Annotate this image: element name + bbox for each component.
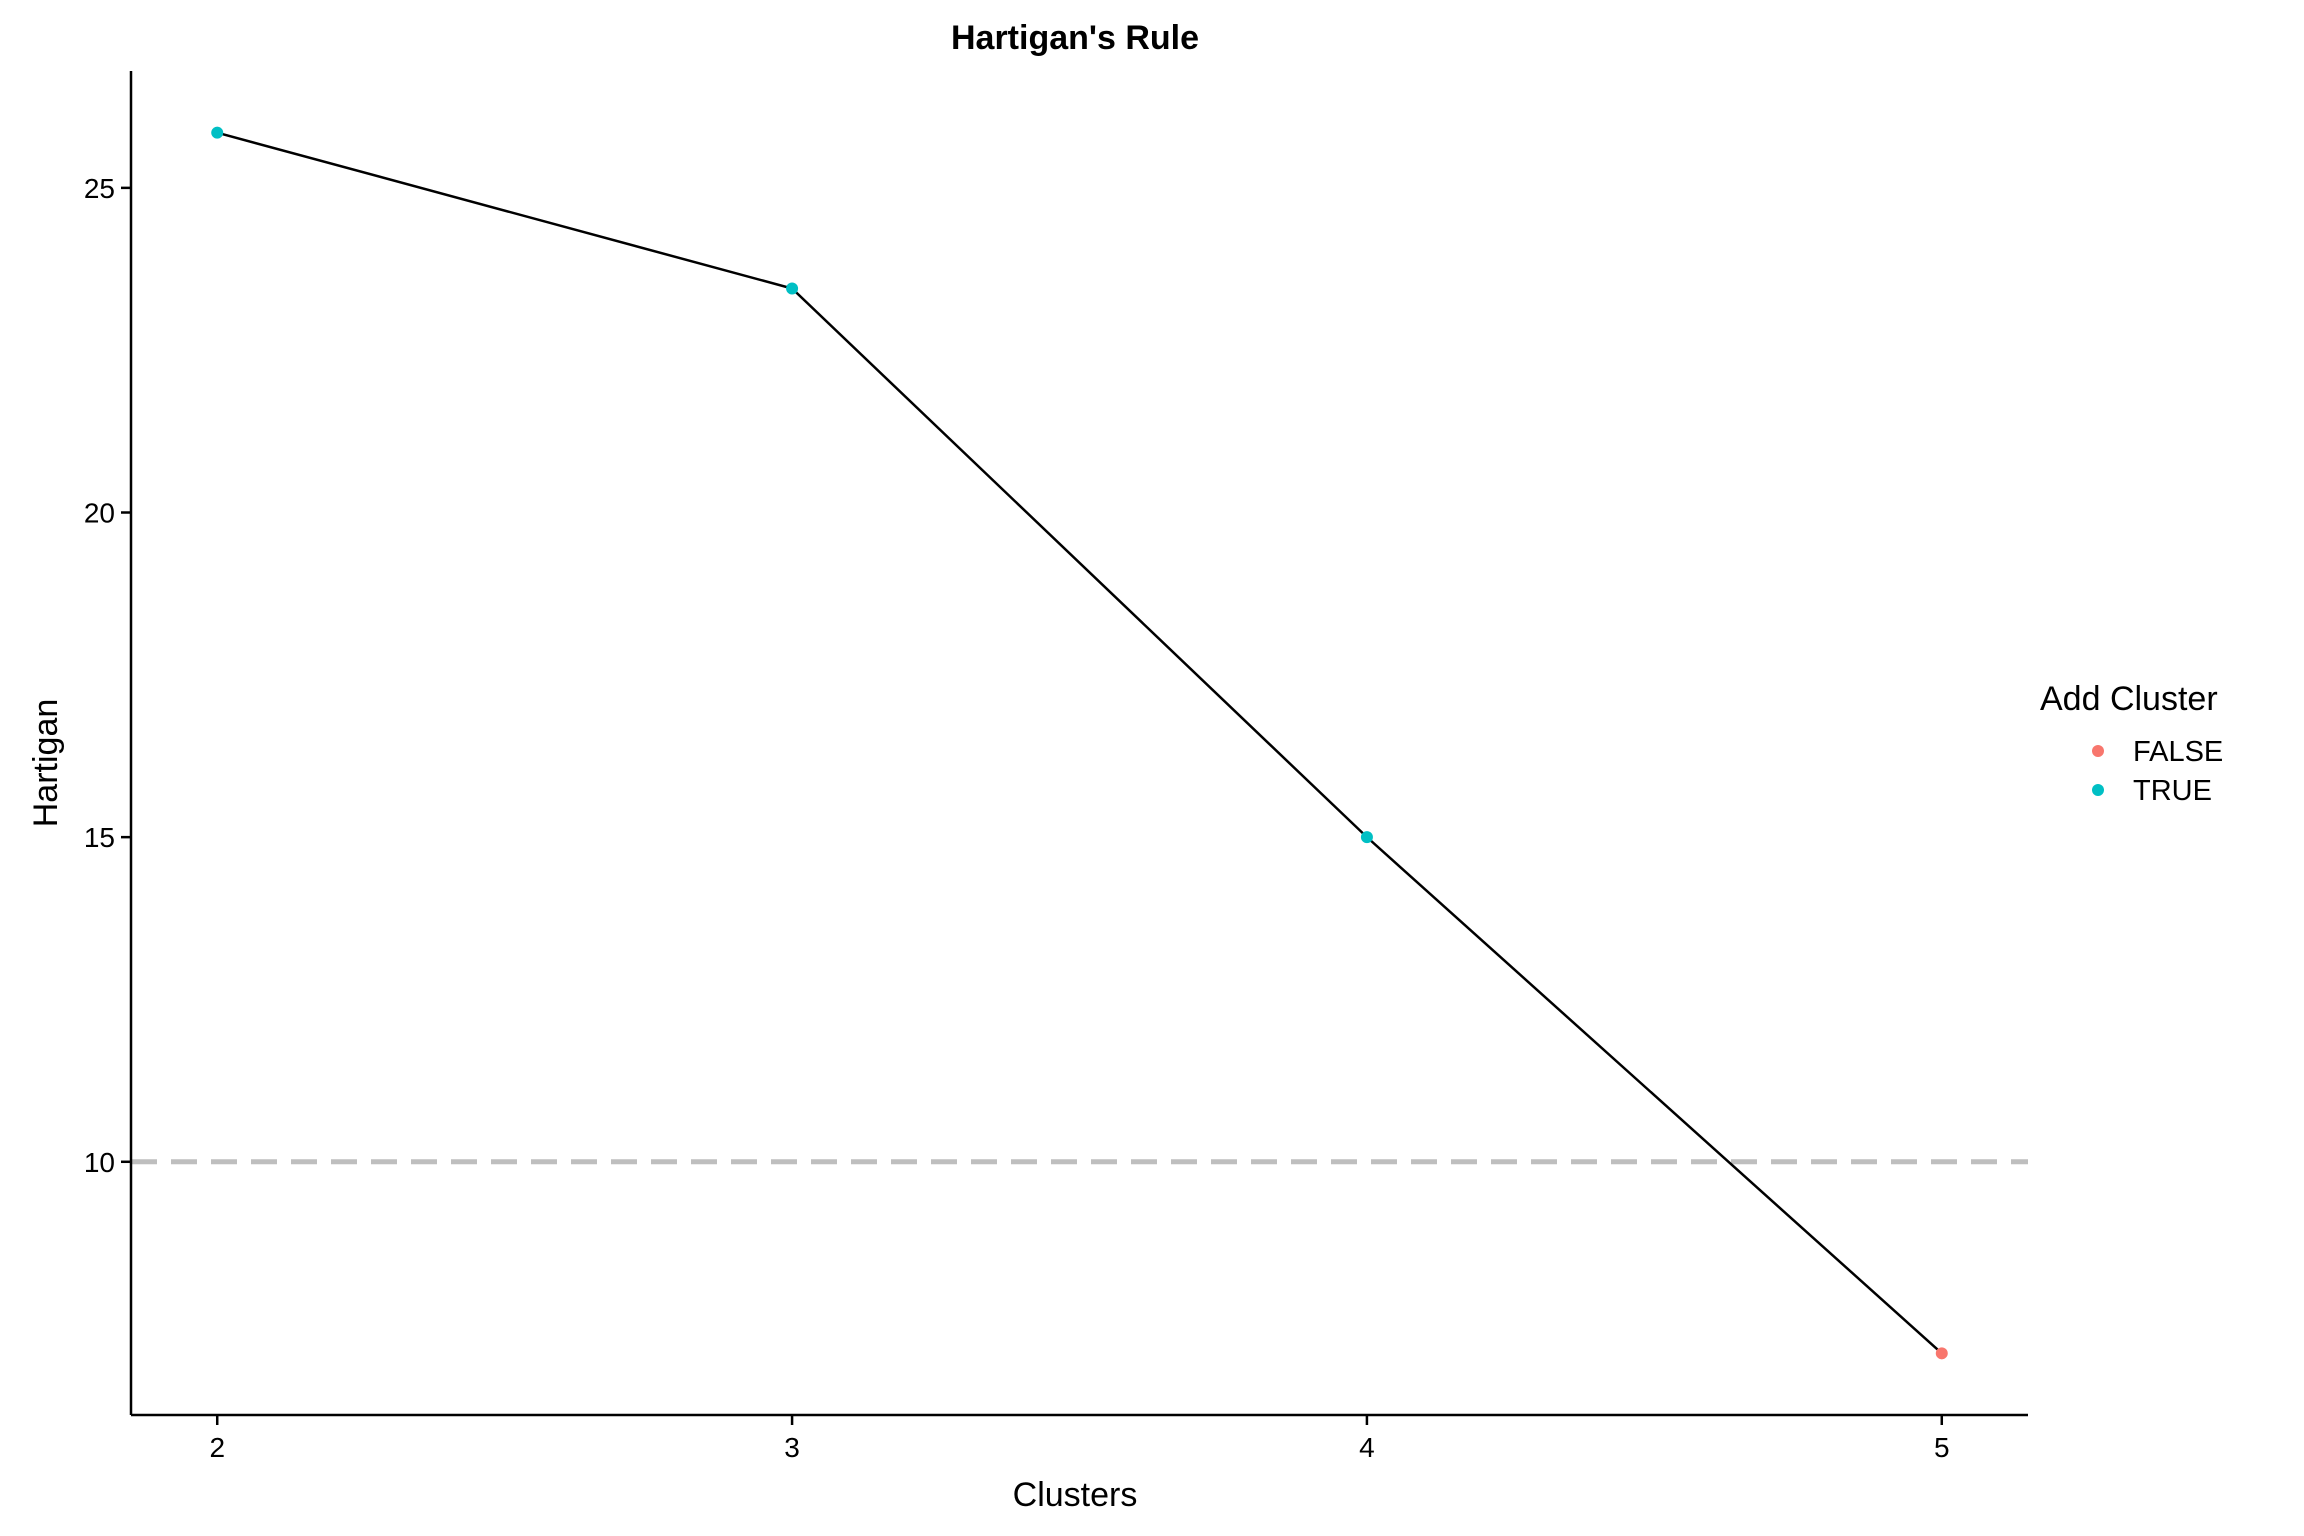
x-tick-label: 5 xyxy=(1934,1432,1950,1463)
plot-area xyxy=(131,126,2028,1360)
y-tick-label: 20 xyxy=(84,498,115,529)
x-axis-ticks: 2 3 4 5 xyxy=(209,1415,1950,1463)
x-tick-label: 3 xyxy=(784,1432,800,1463)
data-point xyxy=(211,126,224,139)
y-tick-label: 25 xyxy=(84,173,115,204)
series-line xyxy=(216,131,1943,1355)
y-axis-title: Hartigan xyxy=(27,699,65,828)
legend-key xyxy=(2092,784,2104,796)
y-tick-label: 10 xyxy=(84,1147,115,1178)
legend-label: TRUE xyxy=(2133,775,2212,807)
data-point xyxy=(786,282,799,295)
legend-title: Add Cluster xyxy=(2040,680,2218,718)
chart-title: Hartigan's Rule xyxy=(951,19,1199,57)
x-axis-title: Clusters xyxy=(1013,1476,1138,1514)
data-point xyxy=(1935,1347,1948,1360)
y-tick-label: 15 xyxy=(84,822,115,853)
legend-key xyxy=(2092,745,2104,757)
legend-label: FALSE xyxy=(2133,736,2223,768)
x-tick-label: 4 xyxy=(1359,1432,1375,1463)
data-point xyxy=(1360,831,1373,844)
x-tick-label: 2 xyxy=(209,1432,225,1463)
legend: Add Cluster FALSE TRUE xyxy=(2040,680,2223,807)
y-axis-ticks: 10 15 20 25 xyxy=(84,173,131,1178)
